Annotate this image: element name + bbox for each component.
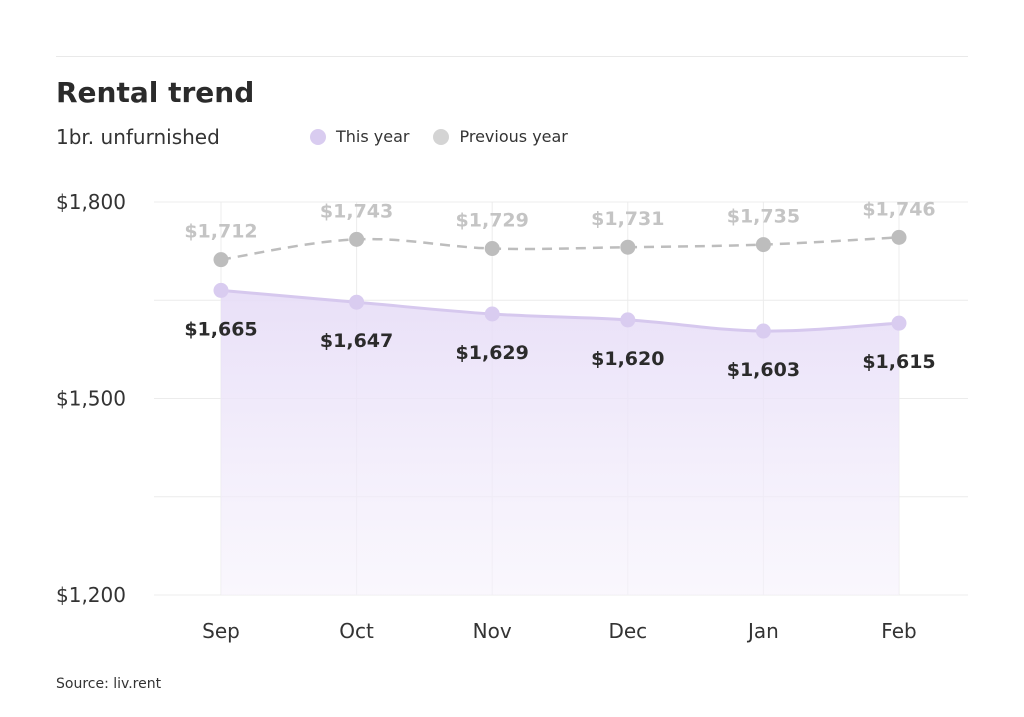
y-tick-label: $1,500	[56, 387, 126, 411]
area-layer	[221, 290, 899, 595]
legend-swatch-previous-year	[433, 128, 450, 145]
source-note: Source: liv.rent	[56, 676, 162, 692]
data-label-this-year: $1,629	[456, 342, 529, 364]
point-this-year	[484, 306, 500, 322]
x-tick-label: Jan	[746, 619, 779, 643]
data-label-this-year: $1,620	[591, 348, 664, 370]
line-this-year	[220, 288, 900, 333]
data-label-previous-year: $1,746	[862, 198, 935, 220]
data-label-this-year: $1,615	[862, 351, 935, 373]
point-previous-year	[755, 237, 771, 253]
legend-item-previous-year: Previous year	[433, 127, 568, 146]
legend-swatch-this-year	[310, 128, 326, 145]
point-previous-year	[620, 239, 636, 255]
data-label-previous-year: $1,731	[591, 208, 664, 230]
point-this-year	[891, 315, 907, 331]
axis-layer: $1,200 $1,500 $1,800 Sep Oct Nov Dec Jan Feb	[56, 190, 917, 643]
y-tick-label: $1,200	[56, 583, 126, 607]
x-tick-label: Oct	[339, 619, 374, 643]
label-layer: $1,712 $1,743 $1,729 $1,731 $1,735 $1,746 $1,6…	[184, 198, 935, 381]
data-label-this-year: $1,603	[727, 359, 800, 381]
data-label-this-year: $1,647	[320, 330, 393, 352]
point-previous-year	[891, 229, 907, 245]
data-label-this-year: $1,665	[184, 318, 257, 340]
legend-item-this-year: This year	[310, 127, 409, 146]
legend: This year Previous year	[310, 127, 592, 146]
data-label-previous-year: $1,729	[456, 210, 529, 232]
x-tick-label: Nov	[473, 619, 512, 643]
line-layer	[220, 236, 900, 333]
point-this-year	[213, 282, 229, 298]
data-label-previous-year: $1,712	[184, 221, 257, 243]
point-this-year	[755, 323, 771, 339]
point-this-year	[620, 312, 636, 328]
legend-label-previous-year: Previous year	[459, 127, 568, 146]
x-tick-label: Dec	[608, 619, 647, 643]
legend-label-this-year: This year	[336, 127, 410, 146]
point-this-year	[349, 294, 365, 310]
x-tick-label: Feb	[881, 619, 916, 643]
area-this-year	[221, 290, 899, 595]
point-previous-year	[484, 241, 500, 257]
x-tick-label: Sep	[202, 619, 240, 643]
chart-title: Rental trend	[56, 76, 255, 109]
data-label-previous-year: $1,735	[727, 206, 800, 228]
point-layer	[213, 229, 907, 339]
y-tick-label: $1,800	[56, 190, 126, 214]
data-label-previous-year: $1,743	[320, 200, 393, 222]
point-previous-year	[349, 231, 365, 247]
top-divider	[56, 56, 968, 57]
chart-subtitle: 1br. unfurnished	[56, 125, 220, 149]
line-previous-year	[220, 236, 900, 261]
point-previous-year	[213, 252, 229, 268]
